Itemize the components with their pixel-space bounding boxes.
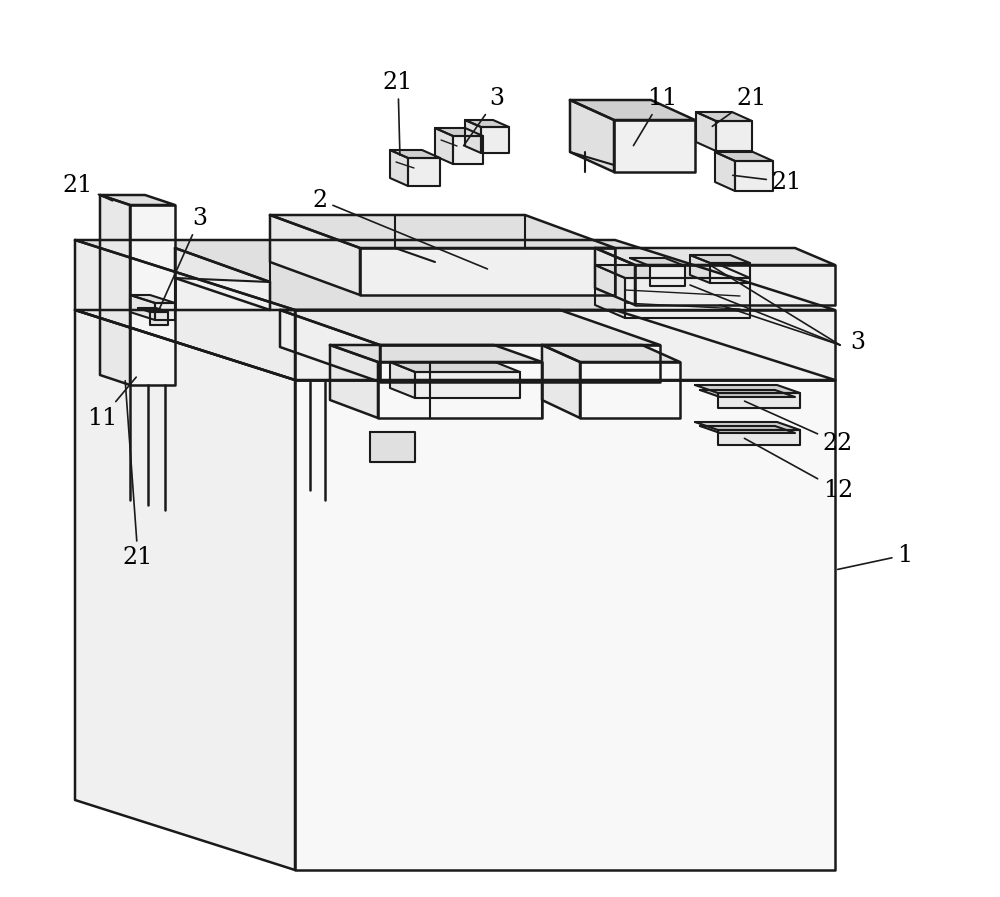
Polygon shape xyxy=(580,362,680,418)
Polygon shape xyxy=(710,263,750,283)
Polygon shape xyxy=(614,120,695,172)
Polygon shape xyxy=(130,295,175,303)
Polygon shape xyxy=(150,312,168,325)
Polygon shape xyxy=(690,255,750,263)
Polygon shape xyxy=(595,248,835,265)
Polygon shape xyxy=(100,195,130,385)
Text: 3: 3 xyxy=(464,86,505,145)
Polygon shape xyxy=(570,100,695,120)
Polygon shape xyxy=(390,362,415,398)
Polygon shape xyxy=(715,152,773,161)
Text: 21: 21 xyxy=(63,173,112,201)
Polygon shape xyxy=(716,121,752,151)
Polygon shape xyxy=(360,248,615,295)
Polygon shape xyxy=(75,310,835,380)
Text: 21: 21 xyxy=(383,71,413,155)
Polygon shape xyxy=(595,265,625,318)
Polygon shape xyxy=(453,136,483,164)
Polygon shape xyxy=(295,310,835,380)
Polygon shape xyxy=(370,432,415,462)
Polygon shape xyxy=(390,150,440,158)
Polygon shape xyxy=(130,295,155,320)
Polygon shape xyxy=(175,278,270,310)
Text: 21: 21 xyxy=(733,170,802,194)
Polygon shape xyxy=(100,195,175,205)
Polygon shape xyxy=(415,372,520,398)
Polygon shape xyxy=(625,278,750,318)
Polygon shape xyxy=(465,120,481,153)
Polygon shape xyxy=(390,150,408,186)
Polygon shape xyxy=(718,393,800,408)
Polygon shape xyxy=(696,112,716,151)
Polygon shape xyxy=(378,362,542,418)
Text: 3: 3 xyxy=(850,330,866,353)
Polygon shape xyxy=(270,215,360,295)
Polygon shape xyxy=(715,152,735,191)
Polygon shape xyxy=(542,345,580,418)
Polygon shape xyxy=(630,258,685,266)
Polygon shape xyxy=(75,240,295,380)
Polygon shape xyxy=(650,266,685,286)
Polygon shape xyxy=(695,422,800,430)
Polygon shape xyxy=(465,120,509,127)
Polygon shape xyxy=(595,265,750,278)
Polygon shape xyxy=(175,248,270,310)
Polygon shape xyxy=(408,158,440,186)
Polygon shape xyxy=(570,100,614,172)
Polygon shape xyxy=(330,345,542,362)
Polygon shape xyxy=(481,127,509,153)
Text: 21: 21 xyxy=(123,380,153,570)
Polygon shape xyxy=(295,380,835,870)
Text: 3: 3 xyxy=(159,206,208,309)
Polygon shape xyxy=(695,385,800,393)
Polygon shape xyxy=(595,248,635,305)
Polygon shape xyxy=(700,426,795,433)
Polygon shape xyxy=(280,310,380,382)
Polygon shape xyxy=(390,362,520,372)
Polygon shape xyxy=(270,215,615,248)
Polygon shape xyxy=(718,430,800,445)
Text: 11: 11 xyxy=(633,86,677,145)
Text: 21: 21 xyxy=(712,86,767,126)
Text: 1: 1 xyxy=(838,544,913,570)
Polygon shape xyxy=(380,345,660,382)
Polygon shape xyxy=(155,303,175,320)
Polygon shape xyxy=(690,255,710,283)
Polygon shape xyxy=(280,310,660,345)
Polygon shape xyxy=(75,310,295,870)
Text: 12: 12 xyxy=(744,439,853,501)
Polygon shape xyxy=(700,390,795,397)
Polygon shape xyxy=(696,112,752,121)
Text: 2: 2 xyxy=(312,188,487,269)
Polygon shape xyxy=(542,345,680,362)
Polygon shape xyxy=(130,205,175,385)
Polygon shape xyxy=(635,265,835,305)
Text: 11: 11 xyxy=(87,377,136,430)
Polygon shape xyxy=(330,345,378,418)
Polygon shape xyxy=(138,308,168,312)
Polygon shape xyxy=(435,128,453,164)
Polygon shape xyxy=(75,240,835,310)
Polygon shape xyxy=(435,128,483,136)
Polygon shape xyxy=(735,161,773,191)
Text: 22: 22 xyxy=(745,401,853,455)
